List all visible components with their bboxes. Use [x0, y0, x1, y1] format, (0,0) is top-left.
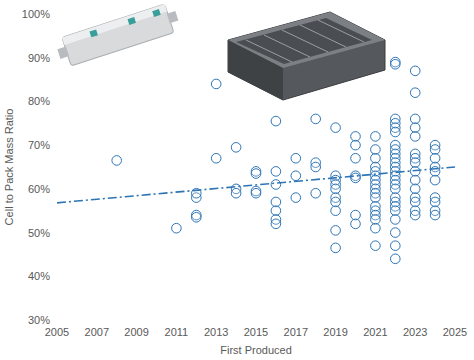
y-tick-label: 100%: [22, 8, 50, 20]
point: [391, 254, 401, 264]
point: [410, 88, 420, 98]
point: [391, 184, 401, 194]
point: [291, 153, 301, 163]
point: [112, 156, 122, 166]
point: [271, 167, 281, 177]
point: [371, 223, 381, 233]
point: [331, 226, 341, 236]
point: [351, 153, 361, 163]
y-tick-label: 40%: [28, 270, 50, 282]
point: [351, 219, 361, 229]
point: [371, 153, 381, 163]
y-axis-title: Cell to Pack Mass Ratio: [3, 109, 15, 226]
point: [391, 59, 401, 69]
x-axis-title: First Produced: [220, 344, 292, 356]
point: [331, 184, 341, 194]
x-tick-label: 2021: [363, 326, 387, 338]
point: [311, 162, 321, 172]
point: [331, 123, 341, 133]
x-tick-label: 2009: [124, 326, 148, 338]
point: [391, 228, 401, 238]
point: [211, 153, 221, 163]
point: [430, 210, 440, 220]
y-tick-label: 60%: [28, 183, 50, 195]
x-tick-label: 2007: [85, 326, 109, 338]
point: [231, 143, 241, 153]
point: [331, 243, 341, 253]
point: [430, 153, 440, 163]
point: [351, 210, 361, 220]
point: [391, 215, 401, 225]
point: [410, 123, 420, 133]
point: [331, 197, 341, 207]
point: [351, 173, 361, 183]
point: [311, 114, 321, 124]
point: [271, 206, 281, 216]
point: [371, 215, 381, 225]
point: [410, 197, 420, 207]
point: [371, 241, 381, 251]
y-tick-label: 70%: [28, 139, 50, 151]
plot-area: [57, 57, 455, 263]
point: [211, 79, 221, 89]
point: [410, 175, 420, 185]
point: [311, 188, 321, 198]
y-tick-label: 50%: [28, 227, 50, 239]
x-tick-label: 2023: [403, 326, 427, 338]
point: [271, 116, 281, 126]
point: [410, 184, 420, 194]
x-tick-label: 2019: [323, 326, 347, 338]
chart: 30% 40% 50% 60% 70% 80% 90% 100% 2005 2007 2009 201…: [0, 0, 474, 360]
point: [430, 197, 440, 207]
point: [251, 169, 261, 179]
cell-image: [54, 2, 181, 69]
point: [410, 210, 420, 220]
point: [291, 193, 301, 203]
point: [391, 127, 401, 137]
point: [291, 171, 301, 181]
point: [410, 132, 420, 142]
point: [231, 188, 241, 198]
point: [430, 145, 440, 155]
product-images: [54, 2, 385, 100]
y-tick-label: 80%: [28, 95, 50, 107]
point: [271, 180, 281, 190]
point: [271, 197, 281, 207]
point: [391, 241, 401, 251]
point: [371, 145, 381, 155]
point: [430, 175, 440, 185]
point: [172, 223, 182, 233]
point: [371, 132, 381, 142]
point: [371, 193, 381, 203]
point: [271, 219, 281, 229]
point: [351, 132, 361, 142]
x-tick-label: 2011: [165, 326, 189, 338]
trend-line: [57, 167, 455, 203]
point: [410, 66, 420, 76]
x-tick-label: 2025: [443, 326, 467, 338]
point: [251, 188, 261, 198]
point: [410, 114, 420, 124]
point: [351, 140, 361, 150]
point: [410, 158, 420, 168]
x-tick-label: 2015: [244, 326, 268, 338]
point: [391, 206, 401, 216]
x-tick-label: 2013: [204, 326, 228, 338]
point: [331, 206, 341, 216]
pack-image: [228, 12, 385, 100]
x-tick-label: 2017: [284, 326, 308, 338]
y-tick-label: 30%: [28, 314, 50, 326]
point: [192, 212, 202, 222]
y-tick-label: 90%: [28, 52, 50, 64]
x-tick-label: 2005: [45, 326, 69, 338]
